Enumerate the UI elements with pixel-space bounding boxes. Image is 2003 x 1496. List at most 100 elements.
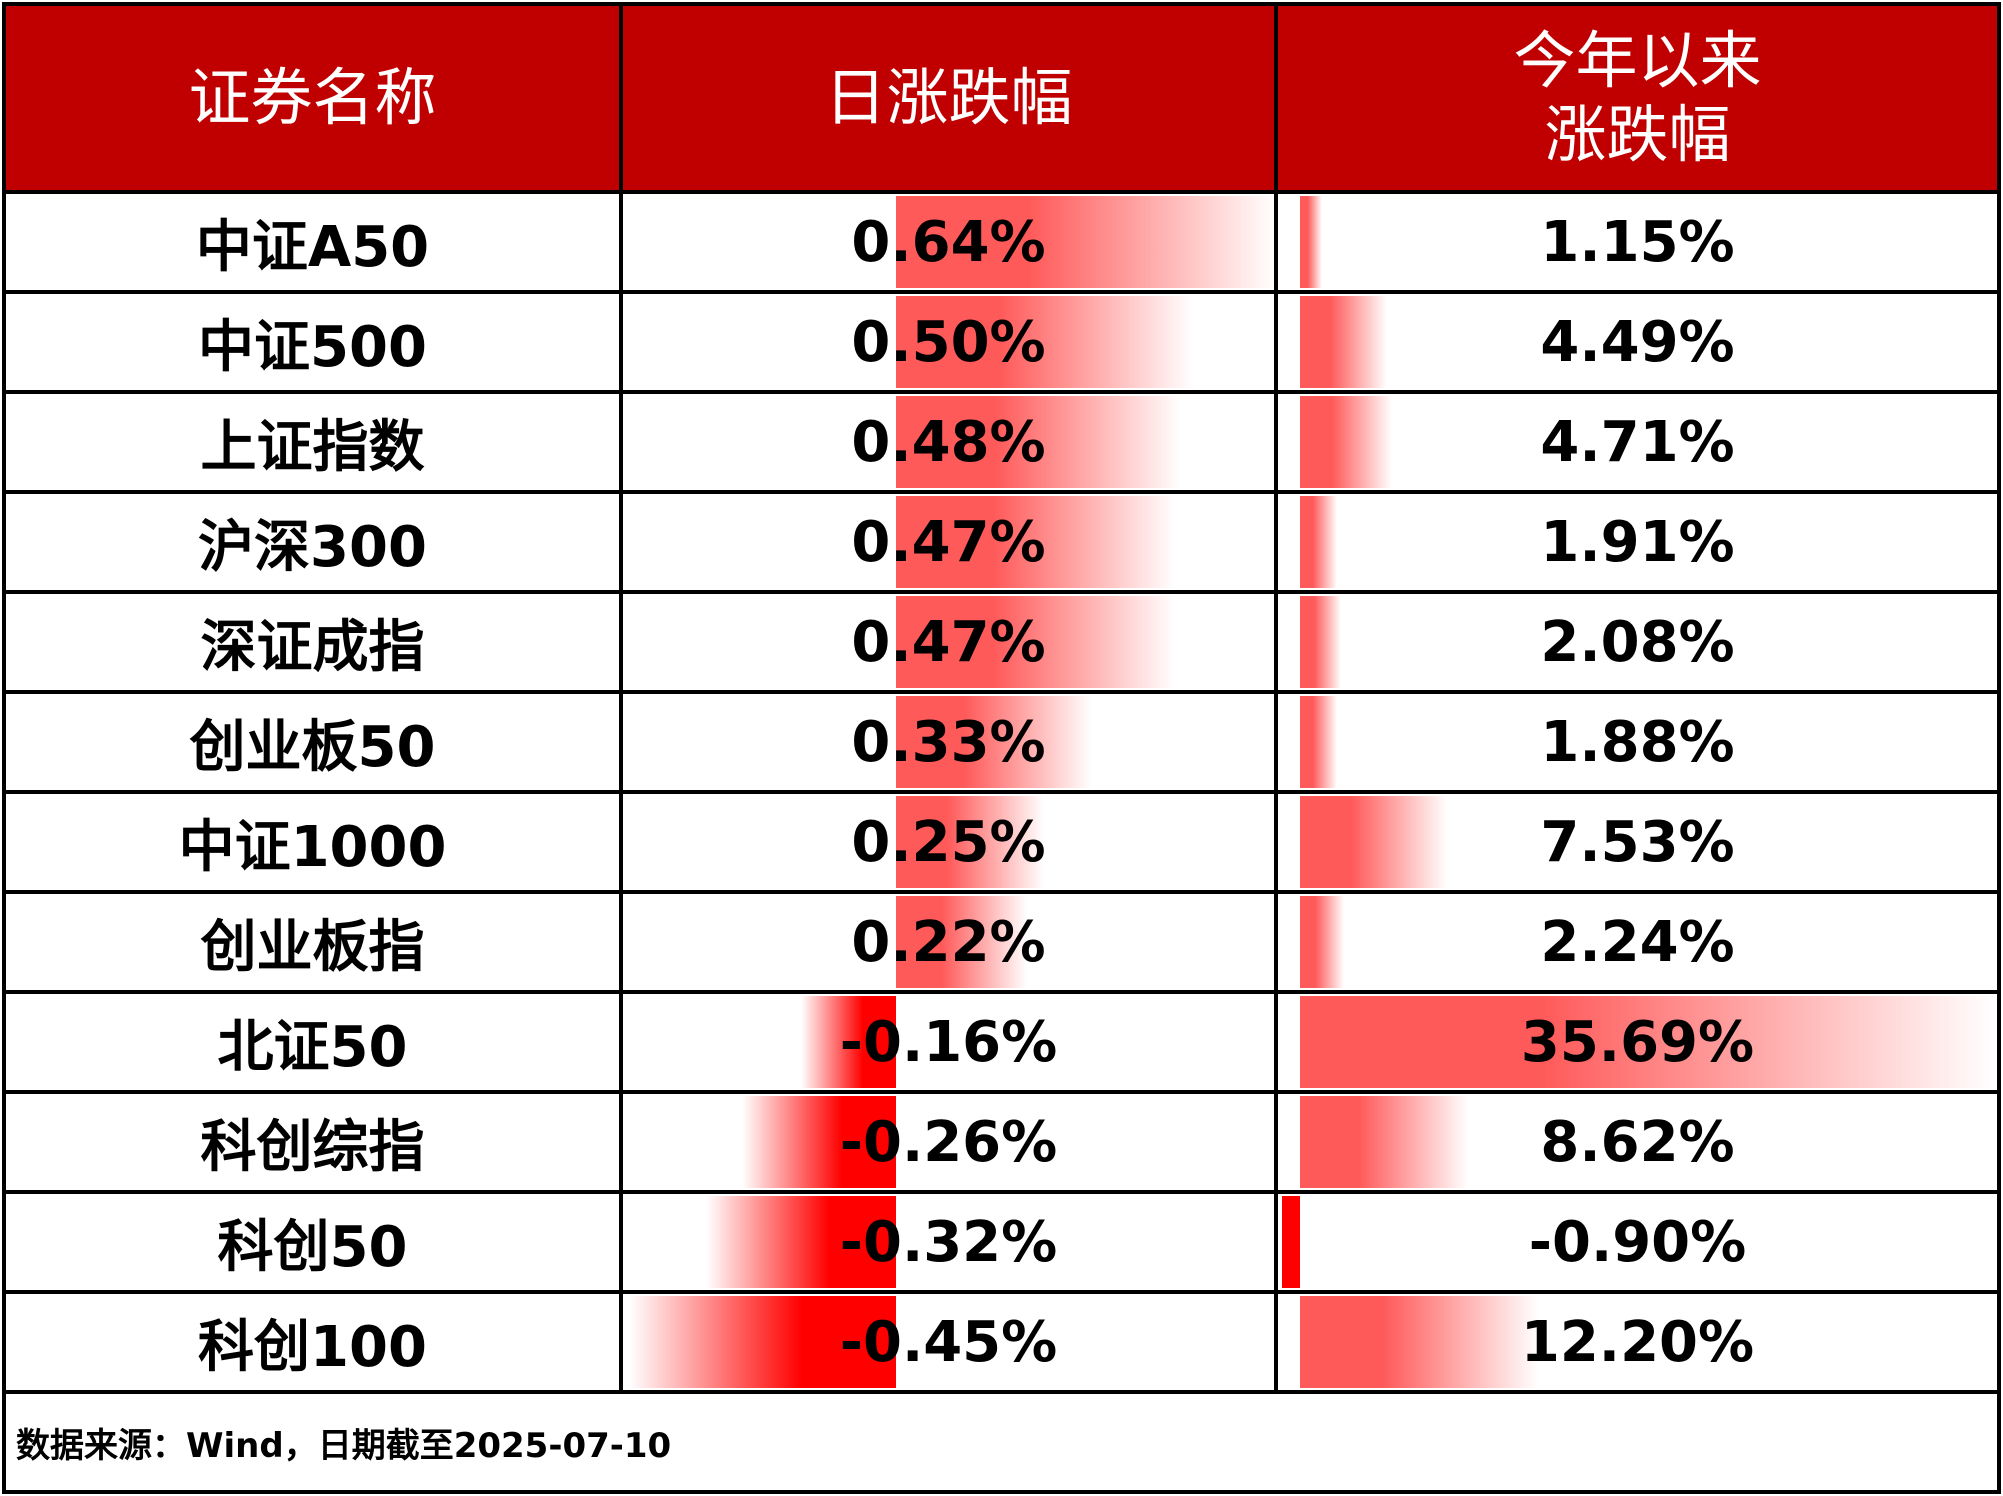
daily-change-bar <box>896 796 1045 888</box>
header-cell: 日涨跌幅 <box>621 4 1276 192</box>
security-name: 中证A50 <box>195 214 430 280</box>
ytd-change-value: 1.91% <box>1540 509 1735 575</box>
table-row-ytd-cell: 1.15% <box>1276 192 1999 292</box>
grid-line <box>2 2 2001 6</box>
table-row-name-cell: 中证1000 <box>4 792 621 892</box>
table-row-daily-cell: 0.47% <box>621 492 1276 592</box>
ytd-change-value: 7.53% <box>1540 809 1735 875</box>
grid-line <box>2 790 2001 794</box>
daily-change-bar <box>896 596 1176 688</box>
grid-line <box>1274 2 1278 1394</box>
table-row-ytd-cell: 1.91% <box>1276 492 1999 592</box>
header-cell: 今年以来 涨跌幅 <box>1276 4 1999 192</box>
ytd-change-bar <box>1300 496 1338 588</box>
daily-change-value: 0.47% <box>851 509 1046 575</box>
security-name: 北证50 <box>217 1014 408 1080</box>
grid-line <box>2 290 2001 294</box>
security-name: 科创综指 <box>200 1114 425 1180</box>
table-row-daily-cell: 0.64% <box>621 192 1276 292</box>
table-row-daily-cell: 0.22% <box>621 892 1276 992</box>
ytd-change-bar <box>1300 696 1337 788</box>
table-row-daily-cell: 0.33% <box>621 692 1276 792</box>
table-row-ytd-cell: 2.24% <box>1276 892 1999 992</box>
header-label-line: 涨跌幅 <box>1544 98 1731 171</box>
daily-change-bar <box>628 1296 896 1388</box>
table-row-daily-cell: -0.26% <box>621 1092 1276 1192</box>
table-row-name-cell: 上证指数 <box>4 392 621 492</box>
table-row-name-cell: 中证500 <box>4 292 621 392</box>
security-name: 科创50 <box>217 1214 408 1280</box>
daily-change-value: 0.25% <box>851 809 1046 875</box>
grid-line <box>2 390 2001 394</box>
table-row-ytd-cell: 2.08% <box>1276 592 1999 692</box>
daily-change-value: 0.48% <box>851 409 1046 475</box>
table-row-name-cell: 科创100 <box>4 1292 621 1392</box>
table-row-ytd-cell: 7.53% <box>1276 792 1999 892</box>
daily-change-bar <box>896 496 1176 588</box>
table-row-name-cell: 北证50 <box>4 992 621 1092</box>
daily-change-value: 0.33% <box>851 709 1046 775</box>
grid-line <box>2 690 2001 694</box>
daily-change-bar <box>741 1096 896 1188</box>
header-cell: 证券名称 <box>4 4 621 192</box>
header-label: 日涨跌幅 <box>824 61 1072 135</box>
table-row-name-cell: 中证A50 <box>4 192 621 292</box>
ytd-change-bar <box>1300 996 1995 1088</box>
daily-change-bar <box>801 996 896 1088</box>
ytd-change-bar <box>1300 196 1323 288</box>
daily-change-value: 0.22% <box>851 909 1046 975</box>
table-row-name-cell: 科创50 <box>4 1192 621 1292</box>
grid-line <box>1997 2 2001 1494</box>
daily-change-value: 0.47% <box>851 609 1046 675</box>
ytd-change-bar <box>1300 1096 1468 1188</box>
grid-line <box>619 2 623 1394</box>
ytd-change-value: 4.71% <box>1540 409 1735 475</box>
header-label-line: 日涨跌幅 <box>824 61 1073 134</box>
security-name: 上证指数 <box>200 414 425 480</box>
table-row-name-cell: 沪深300 <box>4 492 621 592</box>
ytd-change-value: 1.15% <box>1540 209 1735 275</box>
daily-change-value: 0.64% <box>851 209 1046 275</box>
table-row-name-cell: 创业板指 <box>4 892 621 992</box>
table-row-daily-cell: -0.16% <box>621 992 1276 1092</box>
ytd-change-bar <box>1300 796 1447 888</box>
ytd-change-bar <box>1300 1296 1538 1388</box>
daily-change-bar <box>896 396 1181 488</box>
grid-line <box>2 990 2001 994</box>
header-label: 证券名称 <box>188 61 436 135</box>
table-row-name-cell: 创业板50 <box>4 692 621 792</box>
security-name: 沪深300 <box>198 514 427 580</box>
grid-line <box>2 2 6 1494</box>
daily-change-value: -0.26% <box>839 1109 1058 1175</box>
source-note: 数据来源：Wind，日期截至2025-07-10 <box>16 1425 672 1466</box>
grid-line <box>2 890 2001 894</box>
table-row-daily-cell: 0.48% <box>621 392 1276 492</box>
header-label-line: 今年以来 <box>1513 24 1762 97</box>
table-row-ytd-cell: 12.20% <box>1276 1292 1999 1392</box>
daily-change-value: -0.32% <box>839 1209 1058 1275</box>
grid-line <box>2 190 2001 194</box>
grid-line <box>2 1490 2001 1494</box>
table-row-ytd-cell: 35.69% <box>1276 992 1999 1092</box>
header-label-line: 证券名称 <box>188 61 437 134</box>
daily-change-value: -0.45% <box>839 1309 1058 1375</box>
grid-line <box>2 1090 2001 1094</box>
ytd-change-value: 12.20% <box>1520 1309 1755 1375</box>
table-row-ytd-cell: 4.49% <box>1276 292 1999 392</box>
ytd-change-value: 8.62% <box>1540 1109 1735 1175</box>
table-row-ytd-cell: -0.90% <box>1276 1192 1999 1292</box>
daily-change-bar <box>896 196 1276 288</box>
table-row-daily-cell: -0.45% <box>621 1292 1276 1392</box>
security-name: 科创100 <box>198 1314 427 1380</box>
table-row-daily-cell: 0.50% <box>621 292 1276 392</box>
table-row-name-cell: 科创综指 <box>4 1092 621 1192</box>
ytd-change-bar <box>1300 296 1388 388</box>
daily-change-bar <box>896 896 1027 988</box>
daily-change-bar <box>706 1196 896 1288</box>
grid-line <box>2 490 2001 494</box>
security-name: 深证成指 <box>200 614 425 680</box>
table-row-daily-cell: -0.32% <box>621 1192 1276 1292</box>
table-row-daily-cell: 0.25% <box>621 792 1276 892</box>
security-name: 中证1000 <box>178 814 447 880</box>
